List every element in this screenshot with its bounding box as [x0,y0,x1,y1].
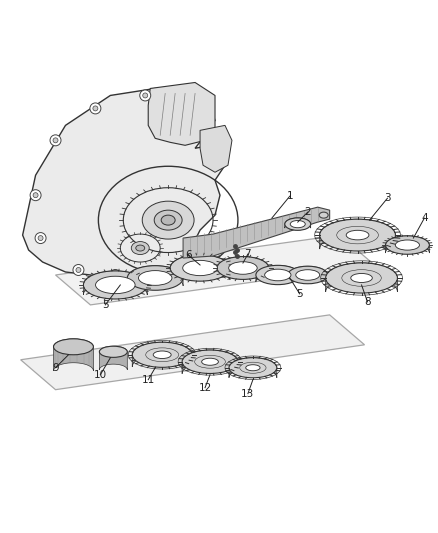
Ellipse shape [154,210,182,230]
Polygon shape [127,265,183,286]
Ellipse shape [136,245,145,251]
Text: 2: 2 [304,207,311,217]
Circle shape [38,236,43,240]
Polygon shape [99,346,127,370]
Ellipse shape [53,339,93,355]
Ellipse shape [326,263,397,293]
Circle shape [143,93,148,98]
Ellipse shape [319,212,328,218]
Ellipse shape [285,218,311,230]
Text: 7: 7 [244,249,251,259]
Polygon shape [200,125,232,172]
Text: 6: 6 [185,250,191,260]
Ellipse shape [127,265,183,290]
Text: 8: 8 [364,297,371,307]
Circle shape [93,106,98,111]
Text: 1: 1 [286,191,293,201]
Circle shape [33,193,38,198]
Polygon shape [385,236,429,253]
Text: 4: 4 [421,213,427,223]
Text: 9: 9 [52,363,59,373]
Polygon shape [148,83,215,146]
Ellipse shape [201,358,219,365]
Circle shape [183,263,187,268]
Ellipse shape [83,271,147,299]
Circle shape [110,270,121,280]
Polygon shape [53,339,93,371]
Polygon shape [217,256,269,278]
Polygon shape [132,342,192,367]
Circle shape [50,135,61,146]
Ellipse shape [351,273,372,282]
Text: 5: 5 [297,289,303,299]
Ellipse shape [161,215,175,225]
Ellipse shape [99,346,127,357]
Circle shape [153,276,158,280]
Ellipse shape [346,230,369,240]
Polygon shape [320,219,396,249]
Ellipse shape [229,262,257,274]
Ellipse shape [132,342,192,367]
Polygon shape [170,255,230,280]
Ellipse shape [385,236,429,254]
Ellipse shape [170,255,230,281]
Circle shape [53,138,58,143]
Circle shape [180,260,191,270]
Circle shape [35,232,46,244]
Ellipse shape [256,265,300,285]
Polygon shape [285,218,311,228]
Ellipse shape [182,350,238,374]
Text: 5: 5 [102,300,109,310]
Text: 11: 11 [141,375,155,385]
Ellipse shape [320,219,396,251]
Polygon shape [183,207,330,258]
Text: 13: 13 [241,389,254,399]
Ellipse shape [246,365,260,371]
Polygon shape [288,266,328,281]
Polygon shape [83,271,147,295]
Ellipse shape [183,260,217,276]
Polygon shape [23,88,230,285]
Polygon shape [21,315,364,390]
Text: 12: 12 [198,383,212,393]
Ellipse shape [265,269,291,281]
Circle shape [30,190,41,200]
Ellipse shape [142,201,194,239]
Ellipse shape [296,270,320,280]
Polygon shape [256,265,300,282]
Circle shape [76,268,81,272]
Ellipse shape [138,271,172,285]
Circle shape [90,103,101,114]
Ellipse shape [95,276,135,294]
Ellipse shape [396,240,420,250]
Ellipse shape [217,256,269,279]
Polygon shape [326,263,397,292]
Circle shape [140,90,151,101]
Ellipse shape [229,358,277,378]
Ellipse shape [153,351,171,359]
Ellipse shape [131,241,149,255]
Circle shape [150,272,161,284]
Polygon shape [182,350,238,374]
Polygon shape [56,235,374,305]
Circle shape [113,272,118,278]
Ellipse shape [290,221,305,228]
Ellipse shape [288,266,328,284]
Text: 10: 10 [94,370,107,379]
Circle shape [73,264,84,276]
Text: 3: 3 [384,193,391,203]
Polygon shape [229,358,277,378]
